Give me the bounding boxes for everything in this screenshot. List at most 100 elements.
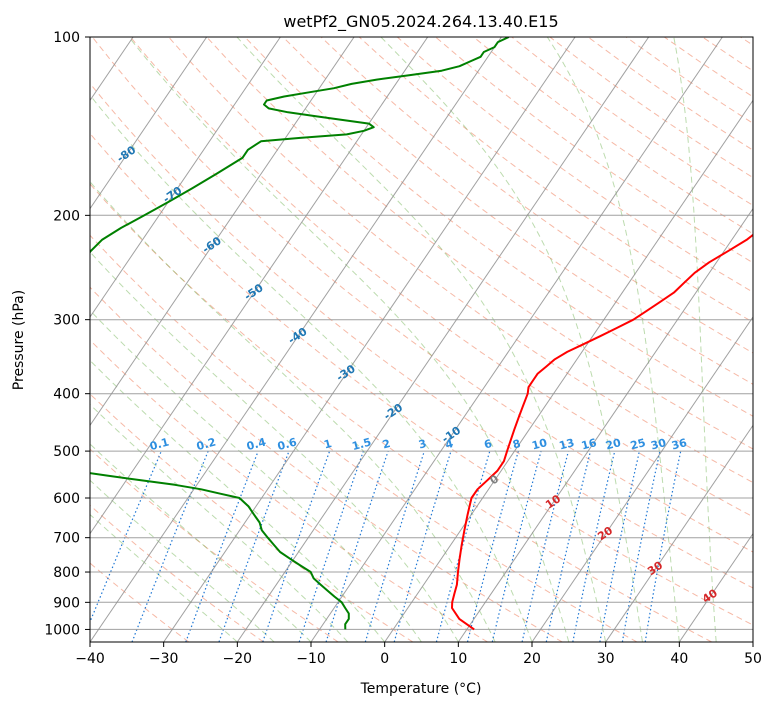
mixing-ratio-line [572, 450, 616, 642]
mixing-ratio-label: 25 [629, 436, 647, 453]
moist-adiabat [90, 309, 422, 642]
mixing-ratio-label: 20 [604, 436, 622, 453]
dry-adiabat [90, 234, 638, 642]
mixing-ratio-label: 1.5 [350, 436, 372, 454]
x-tick-label: 50 [744, 651, 762, 667]
mixing-ratio-label: 0.4 [245, 435, 268, 453]
dry-adiabat [90, 504, 264, 642]
moist-adiabat [128, 37, 570, 642]
mixing-ratio-line [325, 450, 389, 642]
mixing-ratio-line [364, 450, 425, 642]
x-tick-label: −40 [75, 651, 105, 667]
isotherm-line [531, 316, 753, 642]
isotherm-line [90, 37, 355, 427]
mixing-ratio-label: 0.6 [276, 435, 299, 453]
isotherm-line [90, 37, 429, 535]
y-tick-label: 500 [53, 444, 80, 460]
mixing-ratio-line [466, 450, 519, 642]
chart-title: wetPf2_GN05.2024.264.13.40.E15 [283, 12, 558, 32]
dry-adiabat [282, 37, 753, 385]
moist-adiabat [90, 479, 275, 642]
plot-frame [89, 36, 754, 643]
mixing-ratio-line [521, 450, 569, 642]
mixing-ratio-label: 0.1 [148, 436, 170, 454]
mixing-ratio-line [435, 450, 491, 642]
mixing-ratio-label: 13 [558, 436, 576, 453]
mixing-ratio-line [545, 450, 592, 642]
mixing-ratio-label: 8 [511, 437, 522, 452]
moist-adiabat [90, 359, 386, 642]
y-tick-label: 300 [53, 313, 80, 329]
dry-adiabat [90, 132, 753, 626]
mixing-ratio-line [131, 450, 209, 642]
isotherm-line [90, 37, 208, 210]
isotherm-label: -90 [68, 103, 92, 125]
mixing-ratio-label: 30 [649, 436, 667, 453]
moist-adiabat [90, 513, 238, 642]
isotherm-line [90, 37, 502, 642]
isotherm-line [236, 37, 650, 642]
isotherm-line [90, 37, 281, 318]
x-tick-label: 10 [449, 651, 467, 667]
mixing-ratio-label: 16 [580, 436, 598, 453]
y-tick-label: 400 [53, 387, 80, 403]
moist-adiabat [90, 94, 533, 642]
mixing-ratio-label: 2 [381, 437, 392, 452]
moist-adiabat [380, 37, 643, 642]
mixing-ratio-label: 10 [530, 436, 548, 453]
mixing-ratio-line [90, 450, 162, 624]
isotherm-line [457, 207, 753, 642]
mixing-ratio-line [262, 450, 331, 642]
y-tick-label: 1000 [44, 622, 80, 638]
x-tick-label: 0 [380, 651, 389, 667]
y-axis-title: Pressure (hPa) [11, 290, 27, 390]
y-tick-label: 200 [53, 208, 80, 224]
mixing-ratio-label: 4 [444, 437, 455, 452]
y-tick-label: 800 [53, 565, 80, 581]
dry-adiabat [90, 82, 753, 589]
x-tick-label: −10 [296, 651, 326, 667]
x-axis: −40 −30 −20 −10 0 10 20 30 40 50 [75, 642, 762, 667]
isobar-gridlines [90, 37, 753, 630]
mixing-ratio-labels: 0.1 0.2 0.4 0.6 1 1.5 2 3 4 6 8 10 13 16 20 25 30 36 [148, 435, 688, 453]
dewpoint-profile-line [90, 37, 510, 630]
sounding-profiles [90, 37, 753, 631]
y-tick-label: 600 [53, 491, 80, 507]
dry-adiabat [91, 37, 753, 553]
isotherm-gridlines [90, 37, 753, 642]
mixing-ratio-label: 36 [670, 436, 688, 453]
dry-adiabat [90, 286, 563, 642]
x-tick-label: 20 [523, 651, 541, 667]
moist-adiabat [546, 37, 680, 642]
dry-adiabat [130, 37, 753, 518]
mixing-ratio-line [298, 450, 364, 642]
mixing-ratio-label: 6 [483, 437, 494, 452]
y-tick-label: 900 [53, 595, 80, 611]
plot-area: -100-90-80-70-60-50-40-30-20-10010203040… [68, 37, 753, 642]
x-tick-label: −20 [223, 651, 253, 667]
isotherm-line [678, 532, 753, 642]
dry-adiabats [90, 37, 753, 642]
isotherm-line [163, 37, 576, 642]
moist-adiabat [673, 37, 717, 642]
y-axis: 100 200 300 400 500 600 700 800 900 1000 [44, 30, 90, 638]
x-axis-title: Temperature (°C) [360, 681, 482, 697]
mixing-ratio-line [218, 450, 290, 642]
dry-adiabat [320, 37, 753, 354]
temperature-profile-line [451, 233, 753, 631]
dry-adiabat [358, 37, 753, 323]
dry-adiabat [90, 183, 712, 642]
mixing-ratio-line [185, 450, 259, 642]
x-tick-label: −30 [149, 651, 179, 667]
mixing-ratio-label: 3 [417, 437, 428, 452]
moist-adiabat [90, 181, 496, 642]
mixing-ratio-label: 0.2 [195, 436, 217, 454]
isotherm-line [310, 37, 723, 642]
moist-adiabats [90, 37, 717, 642]
x-tick-label: 30 [597, 651, 615, 667]
moist-adiabat [236, 37, 607, 642]
y-tick-label: 100 [53, 30, 80, 46]
isotherm-line [605, 424, 753, 642]
